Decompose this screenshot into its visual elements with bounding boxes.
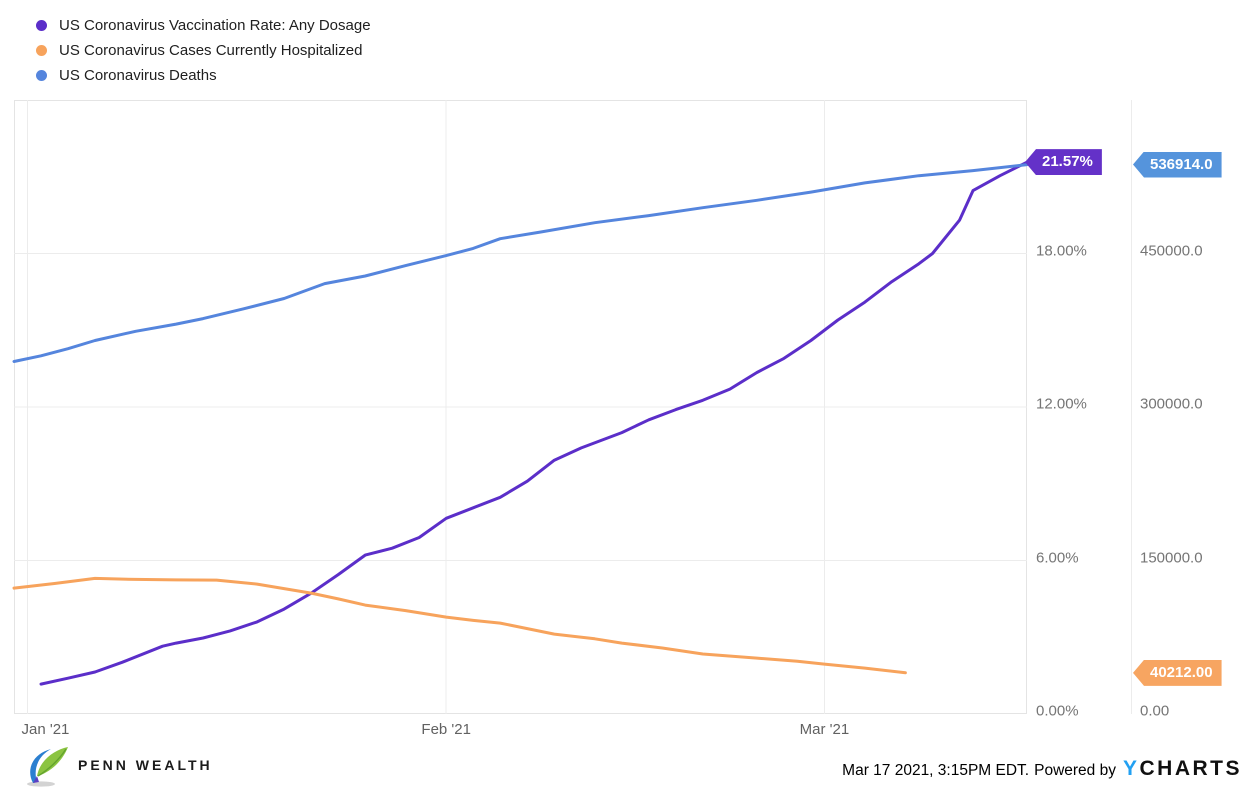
x-tick-label: Mar '21 — [799, 721, 850, 738]
powered-by-label: Powered by — [1034, 762, 1116, 779]
penn-wealth-logo: PENN WEALTH — [24, 742, 213, 788]
legend-item-vaccination-rate[interactable]: US Coronavirus Vaccination Rate: Any Dos… — [36, 13, 371, 38]
y-tick-label-percent: 18.00% — [1036, 242, 1087, 259]
x-tick-label: Feb '21 — [421, 721, 471, 738]
ycharts-y: Y — [1122, 757, 1140, 780]
legend-dot-icon — [36, 45, 47, 56]
footer-attribution: Mar 17 2021, 3:15PM EDT. Powered by YCHA… — [842, 757, 1242, 781]
y-tick-label-count: 450000.0 — [1140, 242, 1203, 259]
timestamp: Mar 17 2021, 3:15PM EDT. — [842, 762, 1030, 779]
x-tick-label: Jan '21 — [21, 721, 70, 738]
legend: US Coronavirus Vaccination Rate: Any Dos… — [36, 13, 371, 88]
axis-divider — [1131, 100, 1132, 714]
feather-quill-icon — [27, 747, 68, 787]
y-tick-label-count: 300000.0 — [1140, 395, 1203, 413]
y-tick-label-percent: 12.00% — [1036, 395, 1087, 413]
plot-area[interactable] — [14, 100, 1027, 714]
ycharts-logo[interactable]: YCHARTS — [1123, 757, 1242, 781]
y-tick-label-count: 0.00 — [1140, 702, 1170, 720]
y-tick-label-percent: 0.00% — [1036, 702, 1079, 720]
legend-item-label: US Coronavirus Deaths — [59, 67, 217, 84]
y-tick-label-count: 150000.0 — [1140, 549, 1203, 566]
legend-item-label: US Coronavirus Vaccination Rate: Any Dos… — [59, 17, 371, 34]
value-badge-hospitalized: 40212.00 — [1133, 659, 1222, 686]
brand-name: PENN WEALTH — [78, 757, 213, 773]
legend-item-hospitalized[interactable]: US Coronavirus Cases Currently Hospitali… — [36, 38, 371, 63]
value-badge-deaths: 536914.0 — [1133, 151, 1222, 178]
value-badge-vaccination-rate: 21.57% — [1025, 149, 1102, 176]
y-tick-label-percent: 6.00% — [1036, 549, 1079, 566]
ycharts-rest: CHARTS — [1139, 757, 1242, 780]
legend-dot-icon — [36, 70, 47, 81]
legend-item-label: US Coronavirus Cases Currently Hospitali… — [59, 42, 363, 59]
legend-item-deaths[interactable]: US Coronavirus Deaths — [36, 63, 371, 88]
legend-dot-icon — [36, 20, 47, 31]
